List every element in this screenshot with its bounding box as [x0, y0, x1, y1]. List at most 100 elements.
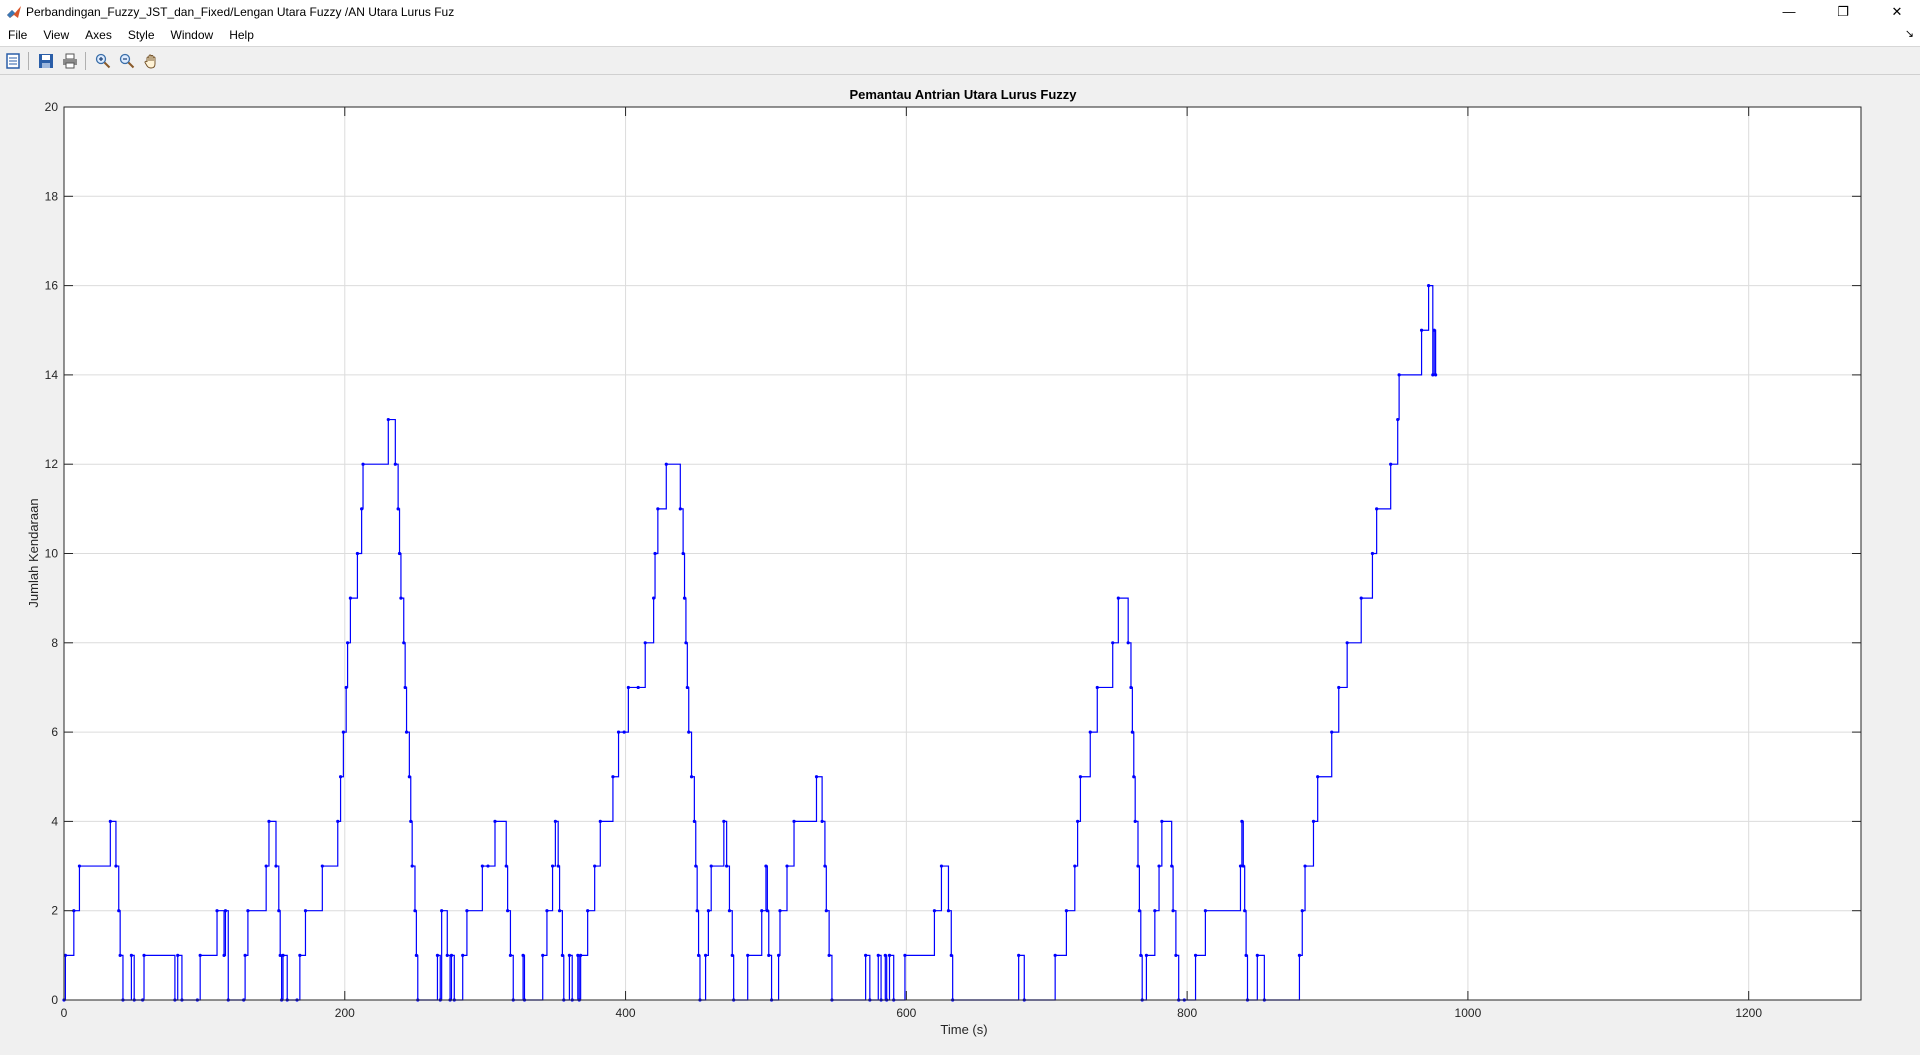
data-point [709, 864, 713, 868]
data-point [1088, 730, 1092, 734]
data-point [616, 730, 621, 734]
menu-window[interactable]: Window [170, 27, 214, 42]
data-point [696, 953, 701, 957]
data-point [506, 909, 510, 913]
x-tick-label: 800 [1177, 1006, 1197, 1020]
title-bar: Perbandingan_Fuzzy_JST_dan_Fixed/Lengan … [0, 0, 1920, 23]
data-point [246, 909, 250, 913]
y-tick-label: 6 [51, 725, 58, 739]
data-point [767, 953, 771, 957]
data-point [1130, 730, 1134, 734]
data-point [393, 462, 397, 466]
data-point [63, 953, 68, 957]
close-icon: ✕ [1891, 3, 1903, 19]
zoom-out-button[interactable] [116, 50, 138, 72]
data-point [1139, 953, 1143, 957]
toolbar-separator [28, 52, 29, 70]
menu-view[interactable]: View [43, 27, 70, 42]
data-point [706, 909, 710, 913]
data-point [1133, 819, 1137, 824]
data-point [445, 953, 449, 957]
save-button[interactable] [35, 50, 57, 72]
data-point [504, 864, 508, 868]
data-point [397, 551, 402, 556]
x-tick-label: 1200 [1735, 1006, 1762, 1020]
data-point [567, 953, 572, 957]
data-point [407, 775, 411, 779]
print-button[interactable] [59, 50, 81, 72]
data-point [508, 953, 513, 957]
menu-style[interactable]: Style [127, 27, 155, 42]
menu-help[interactable]: Help [229, 27, 254, 42]
x-tick-label: 600 [896, 1006, 916, 1020]
save-icon [39, 54, 53, 68]
data-point [932, 909, 937, 913]
minimize-button[interactable]: — [1766, 0, 1812, 23]
data-point [636, 685, 640, 690]
data-point [1116, 596, 1120, 600]
data-point [643, 641, 647, 645]
restore-button[interactable]: ❐ [1820, 0, 1866, 23]
data-point [703, 953, 708, 957]
data-point [776, 953, 781, 957]
data-point [1095, 685, 1099, 690]
data-point [1171, 909, 1175, 913]
data-point [689, 775, 694, 779]
series-layer [62, 284, 1438, 1002]
data-point [541, 953, 545, 957]
data-point [281, 953, 285, 957]
data-point [579, 953, 583, 957]
data-point [414, 953, 418, 957]
data-point [320, 864, 324, 868]
data-point [298, 953, 302, 957]
data-point [1132, 775, 1136, 779]
data-point [687, 730, 691, 734]
data-point [1153, 909, 1157, 913]
menu-axes[interactable]: Axes [85, 27, 112, 42]
data-point [1337, 685, 1341, 690]
data-point [1396, 417, 1400, 422]
parameters-button[interactable] [2, 50, 24, 72]
menu-file[interactable]: File [8, 27, 28, 42]
data-point [1240, 819, 1244, 824]
data-point [598, 819, 602, 824]
data-point [402, 641, 406, 645]
tick-layer: 0 200 400 600 800 1000 1200 0 2 4 6 8 10 12 14 16 18 20 [45, 100, 1861, 1020]
data-point [1370, 551, 1375, 556]
minimize-icon: — [1782, 4, 1796, 19]
data-point [876, 953, 880, 957]
data-point [1244, 953, 1248, 957]
zoom-out-icon [119, 53, 135, 69]
chart[interactable]: Pemantau Antrian Utara Lurus Fuzzy 0 200 4… [0, 76, 1920, 1050]
data-point [694, 864, 698, 868]
data-point [410, 864, 414, 868]
data-point [1397, 373, 1401, 377]
data-point [355, 551, 360, 556]
data-point [1311, 819, 1316, 824]
data-point [1136, 864, 1140, 868]
data-point [396, 507, 400, 511]
y-tick-label: 0 [51, 993, 58, 1007]
close-button[interactable]: ✕ [1874, 0, 1920, 23]
data-point [1330, 730, 1334, 734]
data-point [1174, 953, 1178, 957]
y-tick-label: 16 [45, 279, 59, 293]
data-point [1303, 864, 1307, 868]
data-point [222, 953, 226, 957]
pan-button[interactable] [140, 50, 162, 72]
data-point [778, 909, 782, 913]
data-point [622, 730, 626, 734]
data-point [243, 953, 247, 957]
data-point [117, 909, 121, 913]
data-point [341, 730, 345, 734]
data-point [685, 685, 689, 690]
data-point [611, 775, 615, 779]
zoom-in-button[interactable] [92, 50, 114, 72]
data-point [560, 953, 564, 957]
data-point [946, 909, 951, 913]
dock-arrow-icon[interactable]: ↘ [1904, 28, 1914, 40]
data-point [129, 953, 133, 957]
data-point [274, 864, 278, 868]
data-point [1359, 596, 1363, 600]
data-point [814, 775, 819, 779]
